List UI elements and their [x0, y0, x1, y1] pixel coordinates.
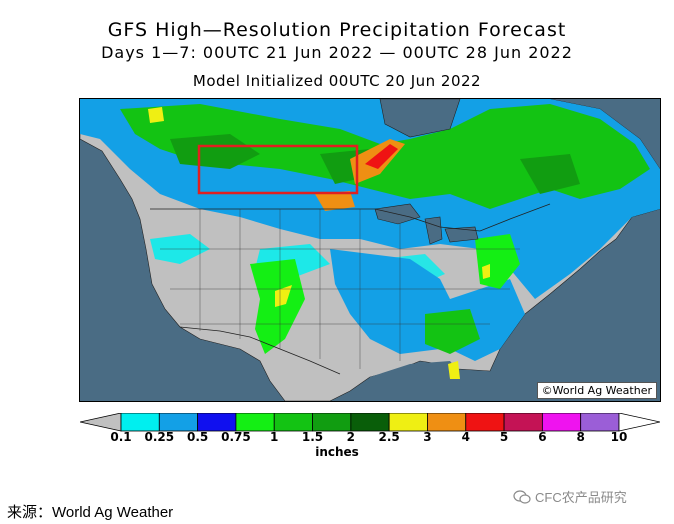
legend-cell	[465, 413, 505, 432]
state-lines	[160, 209, 520, 369]
legend-cell	[158, 413, 199, 432]
legend-colorbar	[80, 413, 660, 432]
legend-cell	[120, 413, 160, 432]
gulf-of-mexico	[360, 361, 465, 401]
legend-cell	[197, 413, 237, 432]
precipitation-map: ©World Ag Weather	[79, 98, 661, 402]
precip-yellow-bc	[148, 107, 164, 123]
legend-arrow-low	[80, 413, 122, 432]
legend-tick-label: 2	[346, 430, 356, 444]
great-lakes	[374, 203, 479, 245]
precip-yellow-east	[482, 264, 490, 279]
source-line: 来源：World Ag Weather	[7, 504, 174, 521]
precip-orange-minnesota	[315, 191, 355, 211]
legend-tick-label: 4	[461, 430, 470, 444]
us-mexico-border	[179, 326, 341, 375]
legend-tick-label: 5	[499, 430, 509, 444]
legend-tick-label: 1	[270, 430, 279, 444]
legend-cell	[273, 413, 313, 432]
hudson-bay	[379, 99, 461, 138]
legend-tick-label: 0.5	[186, 430, 209, 444]
watermark-text: CFC农产品研究	[535, 490, 627, 505]
precip-yellow-florida	[448, 361, 460, 379]
legend-cell	[541, 413, 582, 432]
model-initialized: Model Initialized 00UTC 20 Jun 2022	[192, 72, 482, 90]
forecast-period: Days 1—7: 00UTC 21 Jun 2022 — 00UTC 28 J…	[101, 43, 573, 62]
precip-red-ontario	[365, 144, 398, 169]
us-canada-border	[150, 203, 551, 232]
legend-cell	[427, 413, 467, 432]
legend-cell	[350, 413, 390, 432]
precip-yellow-rockies	[275, 285, 292, 307]
legend-cells	[120, 413, 620, 432]
legend-tick-label: 8	[576, 430, 585, 444]
legend-cell	[235, 413, 275, 432]
legend-tick-label: 0.75	[221, 430, 251, 444]
legend-tick-label: 0.1	[110, 430, 132, 444]
legend-tick-label: 1.5	[301, 430, 324, 444]
map-credit: ©World Ag Weather	[536, 382, 657, 399]
precip-green-southeast	[425, 309, 480, 354]
wechat-icon	[513, 489, 531, 504]
precip-darkgreen-3	[520, 154, 580, 194]
legend-arrow-high	[618, 413, 660, 432]
precip-green-rockies	[250, 259, 305, 354]
legend-tick-label: 10	[610, 430, 628, 444]
legend-cell	[312, 413, 352, 432]
legend-units: inches	[315, 445, 359, 459]
legend-ticks: 0.1 0.25 0.5 0.75 1 1.5 2 2.5 3 4 5 6 8 10	[0, 430, 674, 446]
legend-cell	[503, 413, 543, 432]
watermark: CFC农产品研究	[513, 487, 627, 506]
legend-cell	[580, 413, 620, 432]
legend-tick-label: 3	[423, 430, 432, 444]
legend-tick-label: 2.5	[378, 430, 400, 444]
legend-cell	[388, 413, 428, 432]
map-canvas	[80, 99, 660, 401]
legend-tick-label: 0.25	[144, 430, 175, 444]
highlight-box	[197, 144, 359, 195]
precip-darkgreen-1	[170, 134, 260, 169]
legend-tick-label: 6	[538, 430, 547, 444]
map-title: GFS High—Resolution Precipitation Foreca…	[107, 19, 567, 41]
